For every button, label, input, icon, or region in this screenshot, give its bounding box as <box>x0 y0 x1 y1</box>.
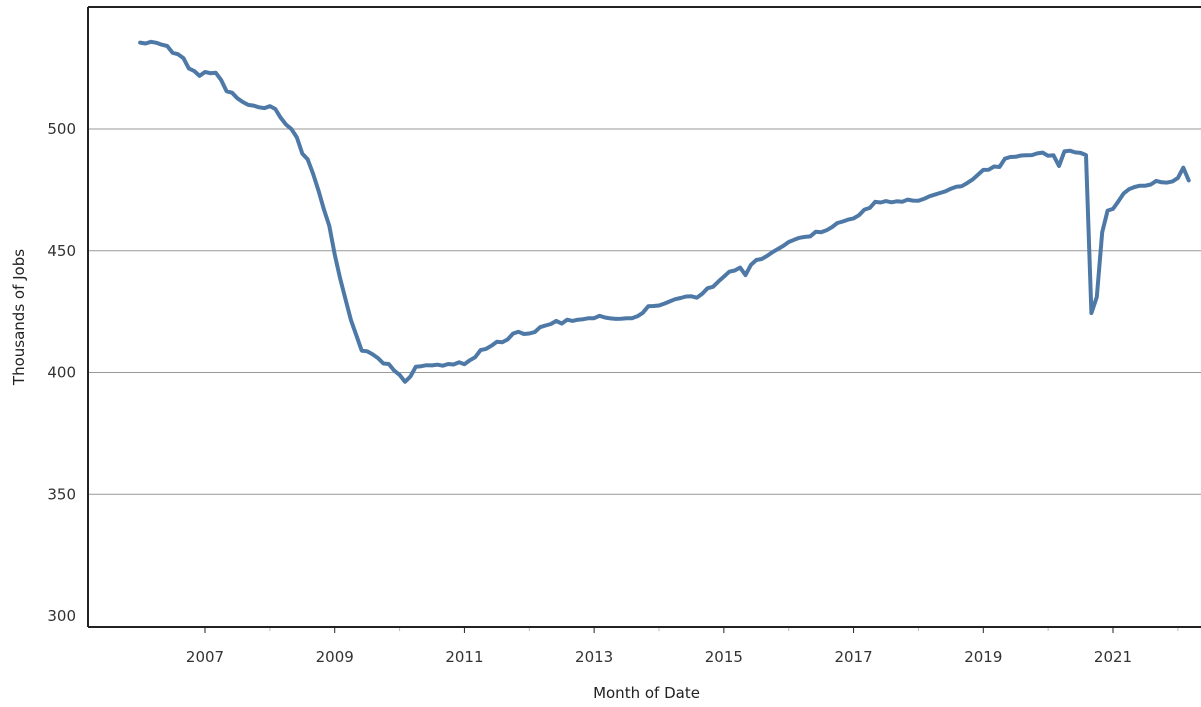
y-tick-label: 400 <box>47 364 76 382</box>
x-tick-label: 2013 <box>575 648 613 666</box>
x-tick-label: 2007 <box>186 648 224 666</box>
x-axis-tick-labels: 2007 2009 2011 2013 2015 2017 2019 2021 <box>186 627 1179 666</box>
x-tick-label: 2009 <box>316 648 354 666</box>
x-tick-label: 2019 <box>964 648 1002 666</box>
x-axis-title: Month of Date <box>593 684 700 702</box>
y-tick-label: 450 <box>47 242 76 260</box>
x-tick-label: 2021 <box>1094 648 1132 666</box>
y-tick-label: 500 <box>47 120 76 138</box>
x-tick-label: 2015 <box>705 648 743 666</box>
series-line <box>138 39 1191 384</box>
gridlines <box>88 128 1201 495</box>
y-tick-label: 350 <box>47 485 76 503</box>
y-axis-tick-labels: 300 350 400 450 500 <box>47 120 76 625</box>
x-tick-label: 2017 <box>834 648 872 666</box>
y-axis-title: Thousands of Jobs <box>10 249 28 386</box>
x-tick-label: 2011 <box>445 648 483 666</box>
y-tick-label: 300 <box>47 607 76 625</box>
